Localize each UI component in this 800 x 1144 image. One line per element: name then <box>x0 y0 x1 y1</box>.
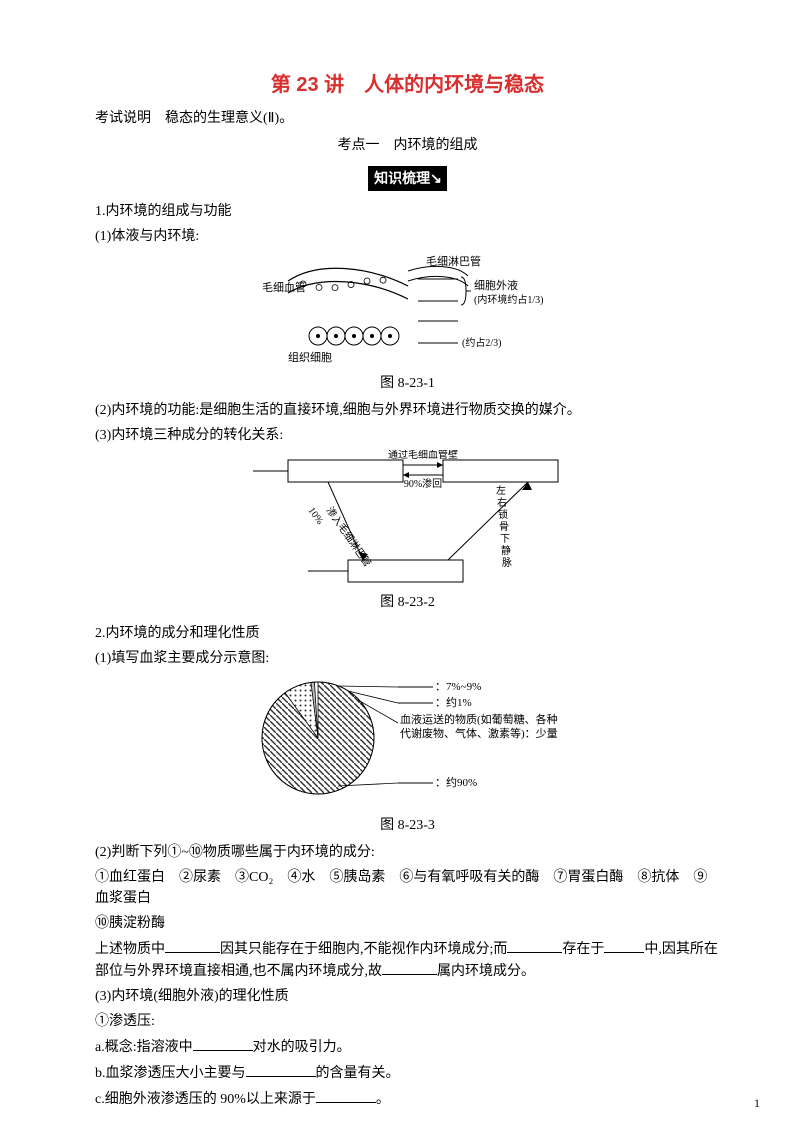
svg-text:：7%~9%: ：7%~9% <box>435 681 481 693</box>
kaodian-title: 考点一 内环境的组成 <box>95 135 720 156</box>
item-2-3: (3)内环境(细胞外液)的理化性质 <box>95 986 720 1007</box>
svg-text:10%: 10% <box>305 505 325 526</box>
section-label: 知识梳理↘ <box>368 166 447 191</box>
svg-text:(约占2/3): (约占2/3) <box>462 336 501 349</box>
substance-list-2: ⑩胰淀粉酶 <box>95 913 720 934</box>
figure-2-caption: 图 8-23-2 <box>95 592 720 613</box>
blank-2[interactable] <box>507 938 562 953</box>
page-number: 1 <box>754 1094 760 1112</box>
fs-c: 存在于 <box>562 942 604 957</box>
item-1-2: (2)内环境的功能:是细胞生活的直接环境,细胞与外界环境进行物质交换的媒介。 <box>95 400 720 421</box>
svg-text:骨: 骨 <box>499 521 509 533</box>
svg-text:(内环境约占1/3): (内环境约占1/3) <box>474 293 543 306</box>
svg-text:血液运送的物质(如葡萄糖、各种: 血液运送的物质(如葡萄糖、各种 <box>400 712 558 726</box>
item-2-3-1: ①渗透压: <box>95 1011 720 1032</box>
blank-3[interactable] <box>604 938 644 953</box>
svg-text:右: 右 <box>497 496 507 509</box>
svg-text:左: 左 <box>496 484 506 497</box>
label-arrow-icon: ↘ <box>430 170 441 186</box>
b-pre: b.血浆渗透压大小主要与 <box>95 1066 246 1081</box>
label-text: 知识梳理 <box>374 170 430 186</box>
svg-text:：约90%: ：约90% <box>435 776 477 789</box>
figure-1-caption: 图 8-23-1 <box>95 373 720 394</box>
item-1-1: (1)体液与内环境: <box>95 226 720 247</box>
fs-e: 属内环境成分。 <box>437 964 535 979</box>
blank-c[interactable] <box>316 1088 376 1103</box>
a-pre: a.概念:指溶液中 <box>95 1040 193 1055</box>
c-pre: c.细胞外液渗透压的 90%以上来源于 <box>95 1092 316 1107</box>
item-2-2: (2)判断下列①~⑩物质哪些属于内环境的成分: <box>95 842 720 863</box>
svg-text:组织细胞: 组织细胞 <box>288 350 332 364</box>
item-b: b.血浆渗透压大小主要与 的含量有关。 <box>95 1062 720 1084</box>
item-c: c.细胞外液渗透压的 90%以上来源于 。 <box>95 1088 720 1110</box>
fill-sentence: 上述物质中因其只能存在于细胞内,不能视作内环境成分;而存在于中,因其所在部位与外… <box>95 938 720 982</box>
fs-b: 因其只能存在于细胞内,不能视作内环境成分;而 <box>220 942 507 957</box>
blank-b[interactable] <box>246 1062 316 1077</box>
svg-text:细胞外液: 细胞外液 <box>474 278 518 292</box>
svg-text:毛细血管: 毛细血管 <box>262 280 306 294</box>
c-post: 。 <box>376 1092 390 1107</box>
figure-1: 毛细血管组织细胞 毛细淋巴管细胞外液(内环境约占1/3) (约占2/3) <box>258 251 558 371</box>
substance-list-1: ①血红蛋白 ②尿素 ③CO₂ ④水 ⑤胰岛素 ⑥与有氧呼吸有关的酶 ⑦胃蛋白酶 … <box>95 867 720 909</box>
blank-a[interactable] <box>193 1036 253 1051</box>
fs-a: 上述物质中 <box>95 942 165 957</box>
svg-text:通过毛细血管壁: 通过毛细血管壁 <box>388 450 458 461</box>
a-post: 对水的吸引力。 <box>253 1040 351 1055</box>
svg-text:锁: 锁 <box>498 508 508 521</box>
svg-text:90%渗回: 90%渗回 <box>403 477 441 490</box>
exam-note: 考试说明 稳态的生理意义(Ⅱ)。 <box>95 108 720 129</box>
svg-text:代谢废物、气体、激素等)：少量: 代谢废物、气体、激素等)：少量 <box>400 726 558 740</box>
blank-4[interactable] <box>382 960 437 975</box>
blank-1[interactable] <box>165 938 220 953</box>
svg-text:：约1%: ：约1% <box>435 696 472 709</box>
svg-text:渗入毛细淋巴管: 渗入毛细淋巴管 <box>323 504 374 569</box>
svg-text:下: 下 <box>500 534 510 545</box>
heading-2: 2.内环境的成分和理化性质 <box>95 623 720 644</box>
item-a: a.概念:指溶液中 对水的吸引力。 <box>95 1036 720 1058</box>
item-2-1: (1)填写血浆主要成分示意图: <box>95 648 720 669</box>
figure-3-pie: ：7%~9% ：约1% 血液运送的物质(如葡萄糖、各种代谢废物、气体、激素等)：少量… <box>228 673 588 813</box>
svg-text:脉: 脉 <box>502 556 512 569</box>
svg-text:毛细淋巴管: 毛细淋巴管 <box>426 254 481 268</box>
page-title: 第 23 讲 人体的内环境与稳态 <box>95 70 720 100</box>
heading-1: 1.内环境的组成与功能 <box>95 201 720 222</box>
item-1-3: (3)内环境三种成分的转化关系: <box>95 425 720 446</box>
svg-text:静: 静 <box>501 544 511 557</box>
figure-2: 通过毛细血管壁 90%渗回 10%渗入毛细淋巴管 左右锁骨下静脉 <box>248 450 568 590</box>
figure-3-caption: 图 8-23-3 <box>95 815 720 836</box>
b-post: 的含量有关。 <box>316 1066 400 1081</box>
